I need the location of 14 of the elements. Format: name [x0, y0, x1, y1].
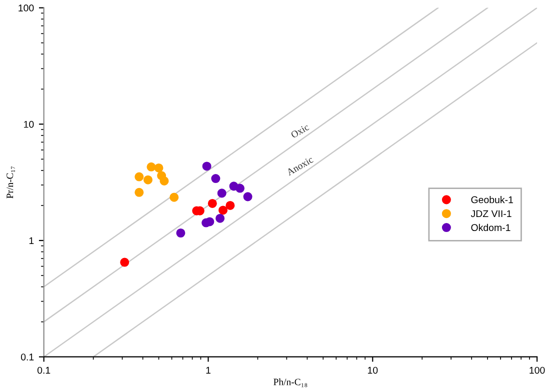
x-tick-label: 0.1	[37, 366, 50, 374]
y-tick-label: 1	[29, 237, 34, 244]
x-tick-label: 100	[530, 366, 545, 374]
x-tick-label: 1	[206, 366, 210, 374]
x-tick-label: 10	[368, 366, 378, 374]
y-tick-label: 10	[24, 120, 34, 128]
annotation: Oxic	[290, 124, 310, 138]
y-axis-title: Pr/n-C₁₇	[6, 166, 15, 198]
y-tick-label: 100	[18, 4, 34, 12]
legend-label: Geobuk-1	[471, 196, 513, 204]
y-tick-label: 0.1	[20, 354, 34, 360]
x-axis-title: Ph/n-C₁₈	[274, 378, 308, 388]
legend-label: JDZ VII-1	[470, 210, 512, 218]
legend-label: Okdom-1	[471, 224, 510, 232]
